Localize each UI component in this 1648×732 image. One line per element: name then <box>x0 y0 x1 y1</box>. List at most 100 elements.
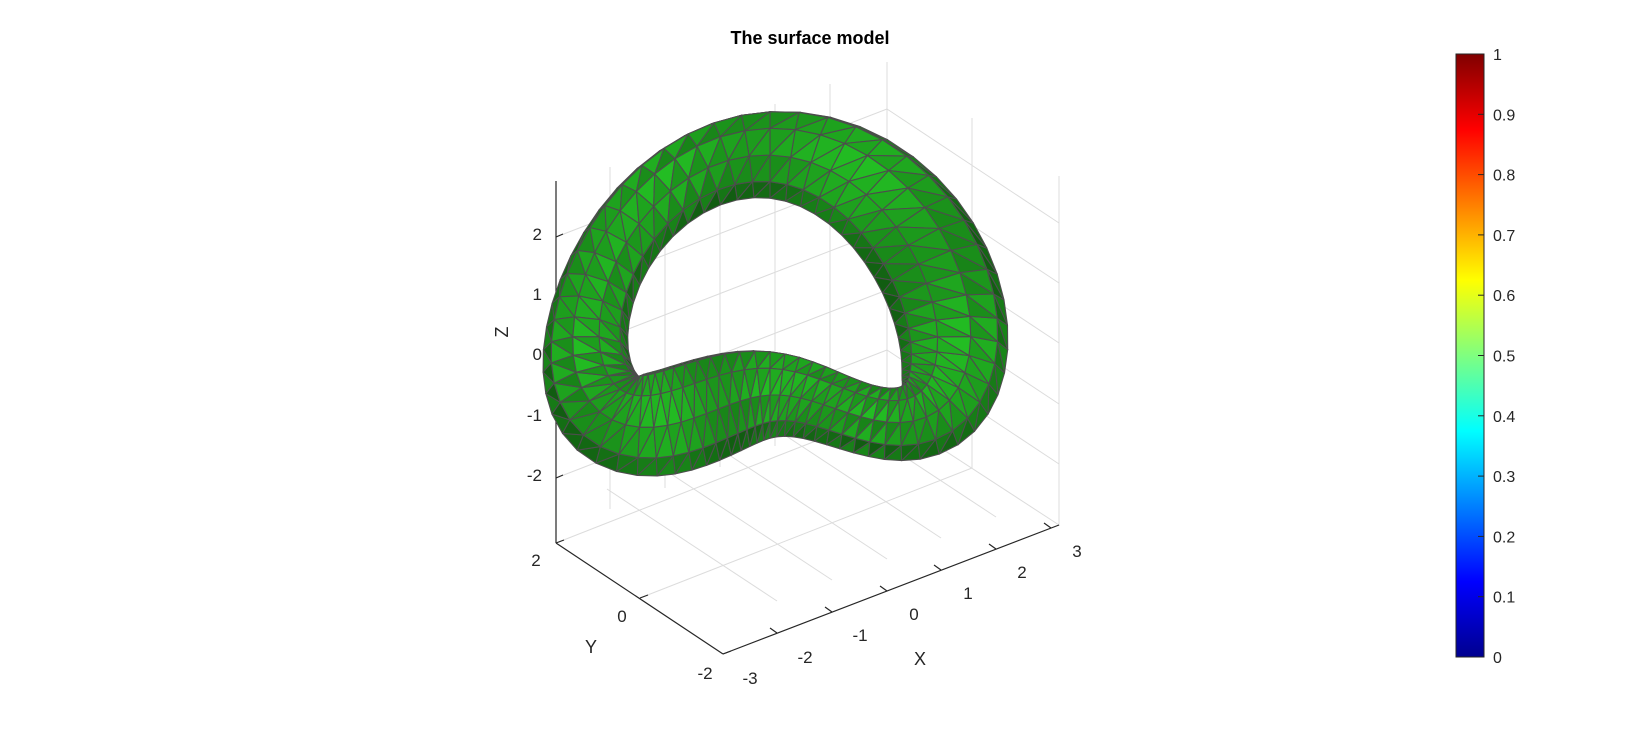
mesh-face <box>669 362 682 369</box>
mesh-face <box>918 263 961 284</box>
mesh-face <box>639 255 650 286</box>
y-tick-label: -2 <box>697 664 712 683</box>
mesh-face <box>873 276 893 294</box>
mesh-face <box>672 209 689 237</box>
colorbar-tick-label: 0.9 <box>1493 107 1515 124</box>
mesh-face <box>872 244 909 265</box>
mesh-face <box>782 353 800 371</box>
mesh-face <box>578 295 604 321</box>
mesh-face <box>936 336 970 357</box>
mesh-face <box>611 392 635 421</box>
colorbar-tick-label: 0.3 <box>1493 469 1515 486</box>
mesh-face <box>847 392 868 414</box>
mesh-face <box>589 383 621 402</box>
x-tick <box>824 606 833 613</box>
mesh-face <box>847 209 883 234</box>
grid-line <box>661 467 833 581</box>
mesh-face <box>931 301 971 321</box>
x-tick-label: 0 <box>909 605 918 624</box>
mesh-face <box>613 374 637 385</box>
mesh-face <box>688 145 709 179</box>
mesh-face <box>907 244 952 265</box>
mesh-face <box>908 370 928 385</box>
mesh-face <box>650 393 662 428</box>
mesh-face <box>910 353 936 366</box>
mesh-face <box>599 351 627 366</box>
colorbar-tick-label: 0.2 <box>1493 529 1515 546</box>
mesh-face <box>727 130 750 161</box>
mesh-face <box>646 371 654 376</box>
mesh-face <box>897 385 904 402</box>
mesh-face <box>589 204 607 232</box>
mesh-face <box>621 354 635 372</box>
mesh-face <box>863 261 885 278</box>
mesh-face <box>731 369 745 402</box>
mesh-face <box>866 384 883 397</box>
mesh-face <box>888 387 899 402</box>
mesh-face <box>883 263 920 281</box>
mesh-face <box>707 136 729 169</box>
mesh-face <box>881 206 926 228</box>
x-tick-label: 2 <box>1017 563 1026 582</box>
mesh-face <box>605 230 627 263</box>
mesh-face <box>888 307 906 325</box>
mesh-face <box>572 336 601 353</box>
x-tick <box>879 585 888 592</box>
mesh-face <box>669 158 690 192</box>
mesh-face <box>635 190 655 225</box>
mesh-face <box>906 395 916 422</box>
grid-line <box>606 488 778 602</box>
mesh-face <box>799 196 820 215</box>
mesh-face <box>802 169 832 198</box>
colorbar-ticks: 0 0.1 0.2 0.3 0.4 0.5 0.6 0.7 0.8 0.9 1 <box>1478 47 1515 667</box>
mesh-face <box>753 181 771 199</box>
colorbar-tick-label: 0.5 <box>1493 349 1515 366</box>
x-tick-label: -2 <box>797 648 812 667</box>
mesh-face <box>647 372 656 397</box>
mesh-face <box>800 374 821 399</box>
z-tick <box>555 474 564 479</box>
mesh-face <box>860 226 897 249</box>
mesh-face <box>790 134 821 163</box>
mesh-face <box>908 327 939 343</box>
mesh-face <box>848 169 890 196</box>
mesh-face <box>873 398 890 421</box>
mesh-face <box>769 129 796 158</box>
mesh-face <box>684 360 698 385</box>
mesh-face <box>694 378 708 415</box>
mesh-face <box>895 226 940 246</box>
mesh-face <box>834 387 856 410</box>
mesh-face <box>619 341 632 363</box>
x-axis-line <box>722 524 1060 655</box>
mesh-face <box>901 360 912 371</box>
mesh-face <box>840 232 862 249</box>
mesh-face <box>653 205 669 240</box>
colorbar-tick-label: 1 <box>1493 47 1502 64</box>
mesh-face <box>653 173 671 207</box>
mesh-face <box>660 390 672 426</box>
y-tick <box>722 650 732 655</box>
mesh-face <box>925 282 967 303</box>
mesh-face <box>607 281 627 311</box>
mesh-face <box>865 187 909 211</box>
z-tick <box>555 233 564 238</box>
mesh-face <box>632 375 644 396</box>
mesh-face <box>703 189 722 214</box>
mesh-face <box>599 319 621 343</box>
mesh-face <box>625 291 634 321</box>
mesh-face <box>818 180 850 208</box>
mesh-face <box>899 296 933 314</box>
colorbar-tick-label: 0.4 <box>1493 409 1515 426</box>
colorbar-tick-label: 0.1 <box>1493 590 1515 607</box>
mesh-face <box>810 142 846 172</box>
mesh-face <box>891 279 928 298</box>
mesh-face <box>893 323 910 339</box>
mesh-face <box>900 349 913 362</box>
mesh-face <box>901 379 909 384</box>
mesh-face <box>615 261 634 294</box>
colorbar-tick-label: 0.8 <box>1493 168 1515 185</box>
mesh-face <box>769 183 788 202</box>
mesh-face <box>910 341 938 355</box>
mesh-face <box>789 371 809 397</box>
